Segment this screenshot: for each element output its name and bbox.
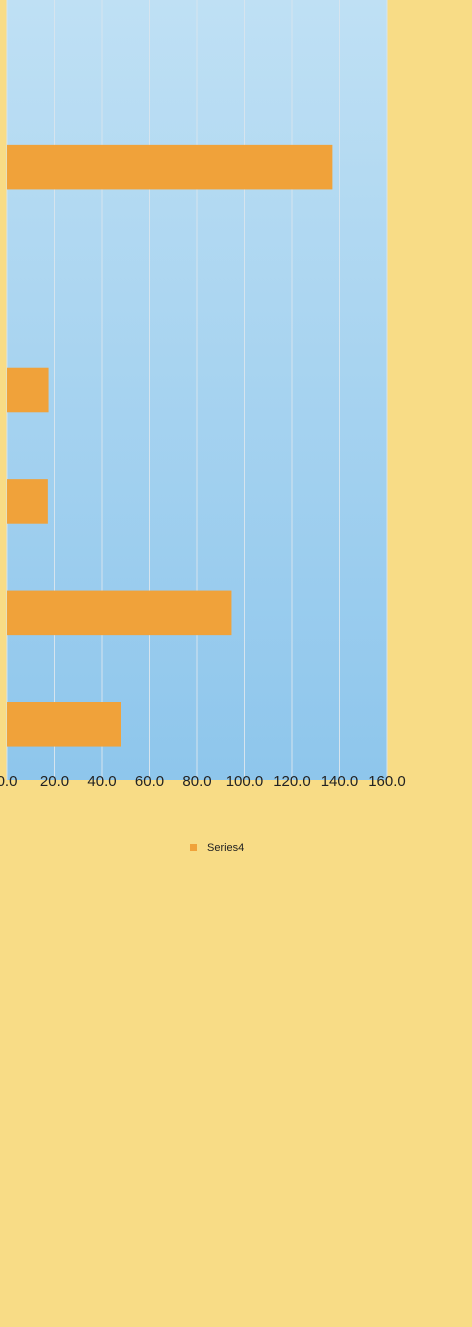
value-tick-label: 160.0 (368, 773, 406, 790)
bars (7, 144, 333, 747)
value-tick-labels: 0.0 20.0 40.0 60.0 80.0 100.0 120.0 140.0 160.0 (0, 773, 406, 790)
bar (7, 479, 48, 524)
legend-label: Series4 (207, 842, 244, 854)
value-tick-label: 60.0 (135, 773, 164, 790)
legend: Series4 (190, 842, 244, 854)
bar (7, 702, 121, 747)
value-tick-label: 120.0 (273, 773, 311, 790)
value-tick-label: 40.0 (87, 773, 116, 790)
bar (7, 590, 232, 636)
value-tick-label: 20.0 (40, 773, 69, 790)
legend-swatch (190, 844, 197, 851)
value-tick-label: 80.0 (182, 773, 211, 790)
value-tick-label: 100.0 (226, 773, 264, 790)
value-tick-label: 140.0 (321, 773, 359, 790)
bar (7, 144, 333, 190)
value-tick-label: 0.0 (0, 773, 17, 790)
bar (7, 367, 49, 413)
